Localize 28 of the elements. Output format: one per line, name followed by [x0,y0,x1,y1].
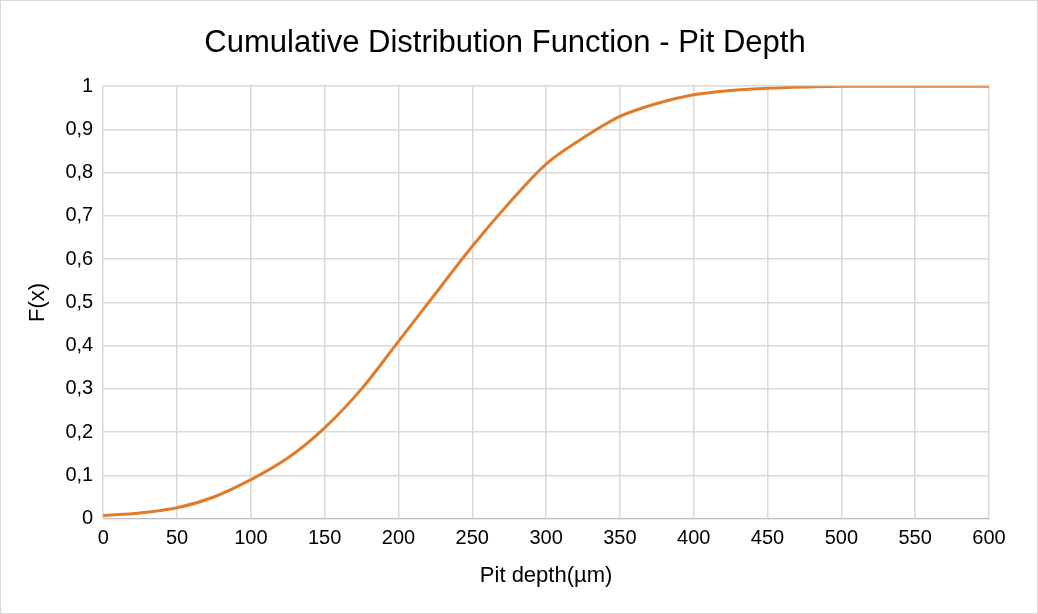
y-tick-label: 0,9 [65,116,94,139]
x-tick-label: 600 [972,526,1006,549]
y-tick-label: 0,1 [65,462,94,485]
y-tick-label: 0,3 [65,376,94,399]
y-tick-label: 0 [82,506,94,529]
x-axis-title: Pit depth(µm) [479,561,613,587]
x-tick-label: 300 [529,526,563,549]
y-tick-label: 0,5 [65,289,94,312]
x-tick-label: 50 [165,526,189,549]
x-tick-label: 550 [898,526,932,549]
x-tick-label: 0 [97,526,109,549]
chart-title: Cumulative Distribution Function - Pit Depth [204,24,806,60]
y-tick-label: 1 [82,73,94,96]
y-tick-label: 0,6 [65,246,94,269]
x-tick-label: 200 [381,526,416,549]
x-tick-label: 250 [455,526,489,549]
x-tick-label: 450 [750,526,785,549]
x-tick-label: 100 [234,526,268,549]
x-tick-label: 150 [307,526,342,549]
y-axis-title: F(x) [24,282,50,322]
line-series [103,86,989,518]
y-tick-label: 0,7 [65,203,94,226]
x-tick-label: 500 [824,526,859,549]
x-tick-label: 400 [677,526,711,549]
y-tick-label: 0,2 [65,419,94,442]
y-tick-label: 0,8 [65,160,94,183]
x-tick-label: 350 [603,526,637,549]
y-tick-label: 0,4 [65,333,94,356]
